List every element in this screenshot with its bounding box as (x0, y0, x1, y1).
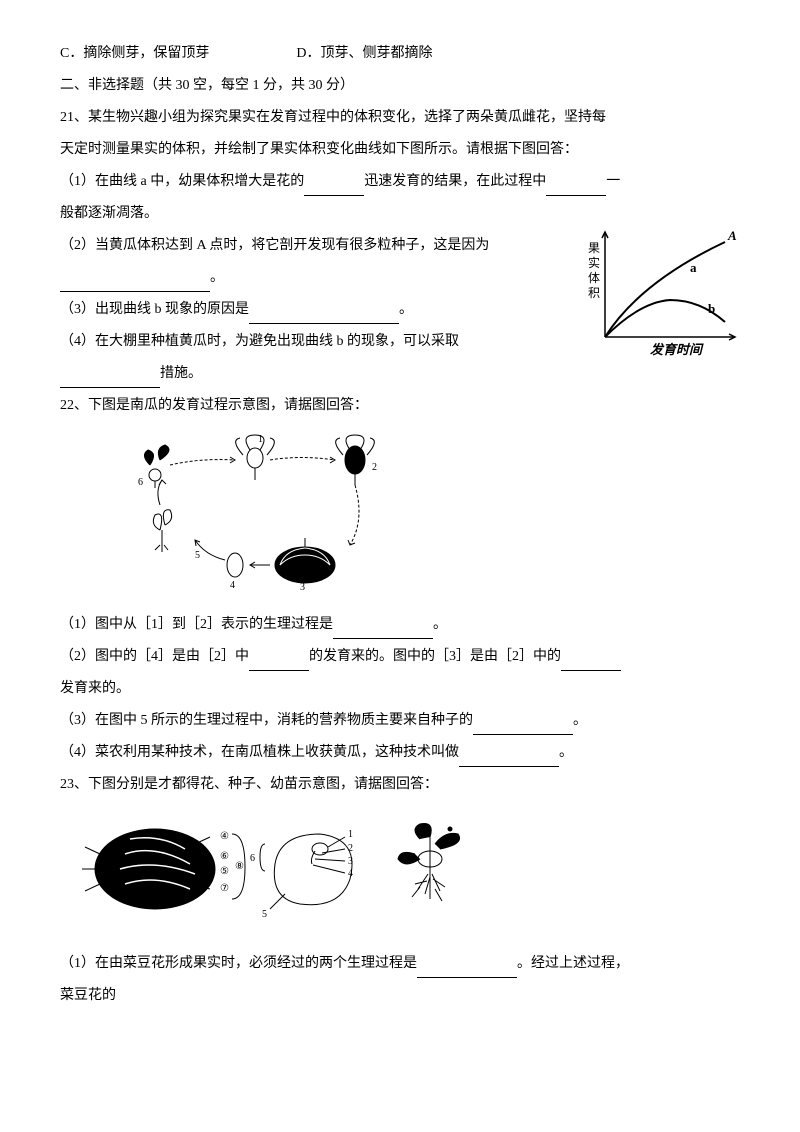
blank (249, 307, 399, 324)
q21-intro1: 21、某生物兴趣小组为探究果实在发育过程中的体积变化，选择了两朵黄瓜雌花，坚持每 (60, 104, 740, 132)
svg-text:1: 1 (258, 434, 263, 445)
option-line: C．摘除侧芽，保留顶芽 D．顶芽、侧芽都摘除 (60, 40, 740, 68)
q22-p1b: 。 (433, 617, 447, 632)
q21-p1b: 迅速发育的结果，在此过程中 (364, 174, 546, 189)
bean-diagram: ④ ⑥ ⑤ ⑦ ⑧ 1 2 3 4 (60, 809, 740, 940)
q21-p1a: （1）在曲线 a 中，幼果体积增大是花的 (60, 174, 304, 189)
q21-intro2: 天定时测量果实的体积，并绘制了果实体积变化曲线如下图所示。请根据下图回答： (60, 136, 740, 164)
q22-p2-line2: 发育来的。 (60, 675, 740, 703)
svg-text:6: 6 (250, 853, 255, 864)
q23-p1-line2: 菜豆花的 (60, 982, 740, 1010)
q22-p4a: （4）菜农利用某种技术，在南瓜植株上收获黄瓜，这种技术叫做 (60, 745, 459, 760)
svg-text:⑤: ⑤ (220, 866, 229, 877)
q21-p4a: （4）在大棚里种植黄瓜时，为避免出现曲线 b 的现象，可以采取 (60, 334, 459, 349)
q21-p3a: （3）出现曲线 b 现象的原因是 (60, 302, 249, 317)
blank (333, 622, 433, 639)
q22-p1a: （1）图中从［1］到［2］表示的生理过程是 (60, 617, 333, 632)
q22-p1: （1）图中从［1］到［2］表示的生理过程是 。 (60, 611, 740, 639)
svg-text:A: A (727, 228, 737, 243)
svg-text:⑦: ⑦ (220, 883, 229, 894)
q21-p4b: 措施。 (160, 366, 202, 381)
svg-text:4: 4 (348, 868, 353, 879)
q22-p2b: 的发育来的。图中的［3］是由［2］中的 (309, 649, 561, 664)
q22-p4b: 。 (559, 745, 573, 760)
volume-chart: A a b 果 实 体 积 发育时间 (580, 222, 740, 373)
svg-text:1: 1 (348, 829, 353, 840)
svg-text:⑥: ⑥ (220, 851, 229, 862)
blank (249, 654, 309, 671)
option-c: C．摘除侧芽，保留顶芽 (60, 46, 209, 61)
pumpkin-svg: 1 2 3 4 (100, 430, 420, 590)
svg-text:4: 4 (230, 580, 235, 590)
blank (417, 961, 517, 978)
q22-p3a: （3）在图中 5 所示的生理过程中，消耗的营养物质主要来自种子的 (60, 713, 473, 728)
q23-intro: 23、下图分别是才都得花、种子、幼苗示意图，请据图回答： (60, 771, 740, 799)
svg-text:⑧: ⑧ (235, 861, 244, 872)
q22-p4: （4）菜农利用某种技术，在南瓜植株上收获黄瓜，这种技术叫做 。 (60, 739, 740, 767)
blank (60, 371, 160, 388)
blank (459, 750, 559, 767)
svg-text:积: 积 (588, 286, 600, 300)
bean-svg: ④ ⑥ ⑤ ⑦ ⑧ 1 2 3 4 (70, 809, 490, 929)
q22-p2-line1: （2）图中的［4］是由［2］中 的发育来的。图中的［3］是由［2］中的 (60, 643, 740, 671)
svg-text:果: 果 (588, 241, 600, 255)
svg-text:④: ④ (220, 831, 229, 842)
svg-text:5: 5 (262, 909, 267, 920)
document-content: C．摘除侧芽，保留顶芽 D．顶芽、侧芽都摘除 二、非选择题（共 30 空，每空 … (60, 40, 740, 1010)
blank (60, 275, 210, 292)
q22-p3b: 。 (573, 713, 587, 728)
option-d: D．顶芽、侧芽都摘除 (296, 46, 432, 61)
q21-p1-line1: （1）在曲线 a 中，幼果体积增大是花的 迅速发育的结果，在此过程中 一 (60, 168, 740, 196)
chart-svg: A a b 果 实 体 积 发育时间 (580, 222, 740, 362)
q21-p2a: （2）当黄瓜体积达到 A 点时，将它剖开发现有很多粒种子，这是因为 (60, 238, 489, 253)
svg-text:5: 5 (195, 550, 200, 561)
svg-text:a: a (690, 260, 697, 275)
blank (561, 654, 621, 671)
blank (304, 179, 364, 196)
q23-p1b: 。经过上述过程， (517, 956, 629, 971)
q22-p3: （3）在图中 5 所示的生理过程中，消耗的营养物质主要来自种子的 。 (60, 707, 740, 735)
svg-text:6: 6 (138, 477, 143, 488)
svg-text:3: 3 (300, 582, 305, 590)
q21-p3b: 。 (399, 302, 413, 317)
svg-text:2: 2 (372, 462, 377, 473)
q21-p2b: 。 (210, 270, 224, 285)
svg-text:体: 体 (588, 271, 600, 285)
blank (473, 718, 573, 735)
pumpkin-diagram: 1 2 3 4 (60, 430, 740, 601)
svg-text:2: 2 (348, 843, 353, 854)
svg-text:发育时间: 发育时间 (650, 342, 704, 357)
q23-p1-line1: （1）在由菜豆花形成果实时，必须经过的两个生理过程是 。经过上述过程， (60, 950, 740, 978)
q22-intro: 22、下图是南瓜的发育过程示意图，请据图回答： (60, 392, 740, 420)
blank (546, 179, 606, 196)
q21-p1c: 一 (606, 174, 620, 189)
svg-text:实: 实 (588, 255, 600, 270)
q23-p1a: （1）在由菜豆花形成果实时，必须经过的两个生理过程是 (60, 956, 417, 971)
section-heading: 二、非选择题（共 30 空，每空 1 分，共 30 分） (60, 72, 740, 100)
svg-text:3: 3 (348, 856, 353, 867)
svg-text:b: b (708, 301, 715, 316)
q22-p2a: （2）图中的［4］是由［2］中 (60, 649, 249, 664)
